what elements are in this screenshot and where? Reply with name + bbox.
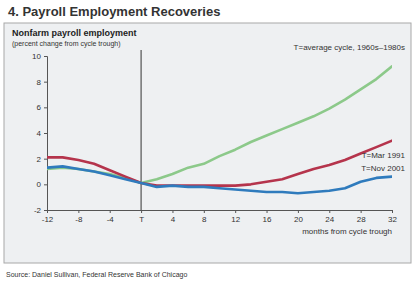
tick: 4 bbox=[171, 210, 176, 224]
trough-line bbox=[141, 50, 142, 210]
panel bbox=[4, 23, 411, 263]
x-axis: -12 -8 -4 T 4 8 12 16 20 24 28 32 bbox=[42, 210, 398, 224]
plot-area bbox=[47, 66, 392, 193]
tick: 12 bbox=[231, 210, 240, 224]
tick-label: -2 bbox=[34, 206, 42, 215]
tick: 2 bbox=[37, 155, 47, 164]
series-line bbox=[47, 141, 392, 186]
y-axis: -2 0 2 4 6 8 10 bbox=[32, 52, 47, 215]
tick-label: 2 bbox=[37, 155, 42, 164]
tick-mark bbox=[172, 210, 173, 213]
tick: 24 bbox=[325, 210, 334, 224]
tick-label: 10 bbox=[32, 52, 41, 61]
source: Source: Daniel Sullivan, Federal Reserve… bbox=[6, 271, 187, 279]
tick-mark bbox=[267, 210, 268, 213]
tick-label: 16 bbox=[263, 215, 272, 224]
tick-mark bbox=[44, 56, 47, 57]
tick: -4 bbox=[107, 210, 115, 224]
tick: 8 bbox=[202, 210, 207, 224]
tick-mark bbox=[329, 210, 330, 213]
tick-label: 0 bbox=[37, 180, 42, 189]
tick-mark bbox=[78, 210, 79, 213]
tick-label: -8 bbox=[75, 215, 83, 224]
title: 4. Payroll Employment Recoveries bbox=[8, 4, 220, 19]
series-label: T=Nov 2001 bbox=[361, 164, 405, 173]
tick-label: 12 bbox=[231, 215, 240, 224]
series-label: T=Mar 1991 bbox=[362, 151, 406, 160]
series-line bbox=[47, 166, 392, 193]
tick-mark bbox=[204, 210, 205, 213]
tick-label: 28 bbox=[357, 215, 366, 224]
tick-label: 24 bbox=[325, 215, 334, 224]
tick-label: 32 bbox=[388, 215, 397, 224]
tick-mark bbox=[44, 82, 47, 83]
tick-label: 4 bbox=[37, 129, 42, 138]
axis-line bbox=[44, 57, 48, 211]
tick-mark bbox=[110, 210, 111, 213]
tick-label: T bbox=[139, 215, 144, 224]
series-label: T=average cycle, 1960s–1980s bbox=[294, 43, 405, 52]
tick: T bbox=[139, 210, 144, 224]
tick-mark bbox=[392, 210, 393, 213]
tick: 10 bbox=[32, 52, 47, 61]
tick: 16 bbox=[263, 210, 272, 224]
tick: 28 bbox=[357, 210, 366, 224]
axis-line bbox=[48, 211, 393, 214]
tick-label: -4 bbox=[107, 215, 115, 224]
tick: 6 bbox=[37, 103, 47, 112]
y-axis-title: (percent change from cycle trough) bbox=[12, 40, 121, 48]
tick: -2 bbox=[34, 206, 47, 215]
tick-mark bbox=[44, 107, 47, 108]
tick-label: 8 bbox=[202, 215, 207, 224]
tick-mark bbox=[361, 210, 362, 213]
tick-mark bbox=[44, 159, 47, 160]
tick: 4 bbox=[37, 129, 47, 138]
tick-label: 8 bbox=[37, 78, 42, 87]
tick: 8 bbox=[37, 78, 47, 87]
tick-mark bbox=[141, 210, 142, 213]
chart: 4. Payroll Employment Recoveries Nonfarm … bbox=[0, 0, 415, 286]
tick: 32 bbox=[388, 210, 397, 224]
tick-mark bbox=[235, 210, 236, 213]
tick-mark bbox=[298, 210, 299, 213]
tick-mark bbox=[44, 210, 47, 211]
tick: 20 bbox=[294, 210, 303, 224]
tick-label: 6 bbox=[37, 103, 42, 112]
subtitle: Nonfarm payroll employment bbox=[12, 28, 137, 38]
tick: 0 bbox=[37, 180, 47, 189]
tick: -12 bbox=[42, 210, 54, 224]
tick-label: -12 bbox=[42, 215, 54, 224]
tick-mark bbox=[44, 133, 47, 134]
tick-label: 4 bbox=[171, 215, 176, 224]
tick-mark bbox=[44, 184, 47, 185]
tick-label: 20 bbox=[294, 215, 303, 224]
x-axis-title: months from cycle trough bbox=[302, 227, 392, 236]
tick: -8 bbox=[75, 210, 83, 224]
